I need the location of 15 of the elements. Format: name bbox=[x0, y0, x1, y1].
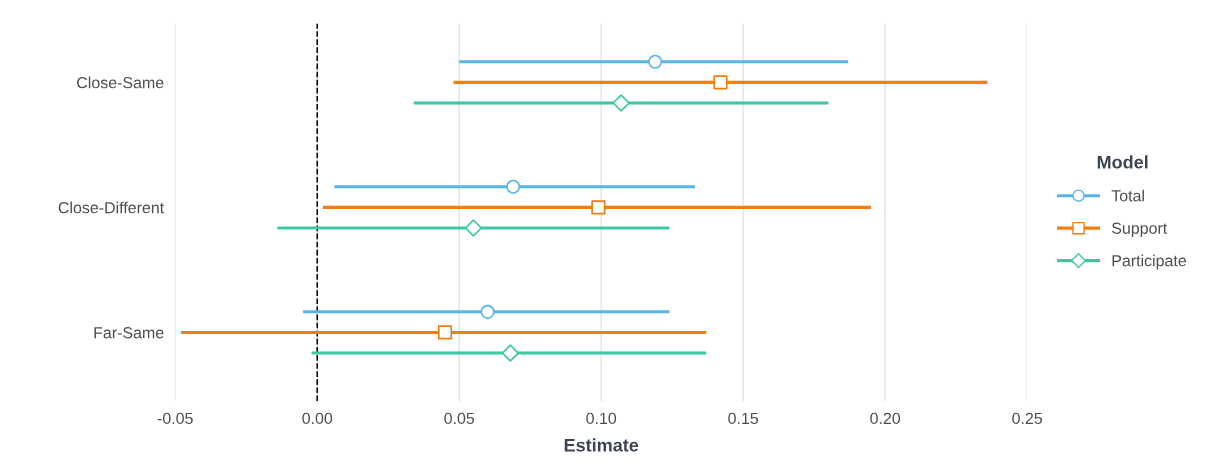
x-axis-title: Estimate bbox=[564, 438, 639, 452]
x-tick-label: 0.20 bbox=[870, 412, 901, 425]
legend-label: Total bbox=[1111, 189, 1144, 202]
y-tick-label: Close-Different bbox=[58, 201, 165, 214]
y-tick-label: Far-Same bbox=[94, 327, 164, 339]
x-tick-label: 0.25 bbox=[1012, 412, 1043, 425]
legend-label: Participate bbox=[1112, 254, 1187, 270]
y-tick-label: Close-Same bbox=[77, 76, 164, 89]
x-tick-label: 0.00 bbox=[302, 412, 333, 425]
x-tick-label: 0.10 bbox=[586, 412, 617, 425]
legend-title: Model bbox=[1097, 155, 1148, 169]
x-tick-label: 0.05 bbox=[444, 412, 475, 425]
legend-label: Support bbox=[1112, 222, 1168, 238]
x-tick-label: -0.05 bbox=[157, 412, 193, 425]
x-tick-label: 0.15 bbox=[728, 412, 759, 425]
